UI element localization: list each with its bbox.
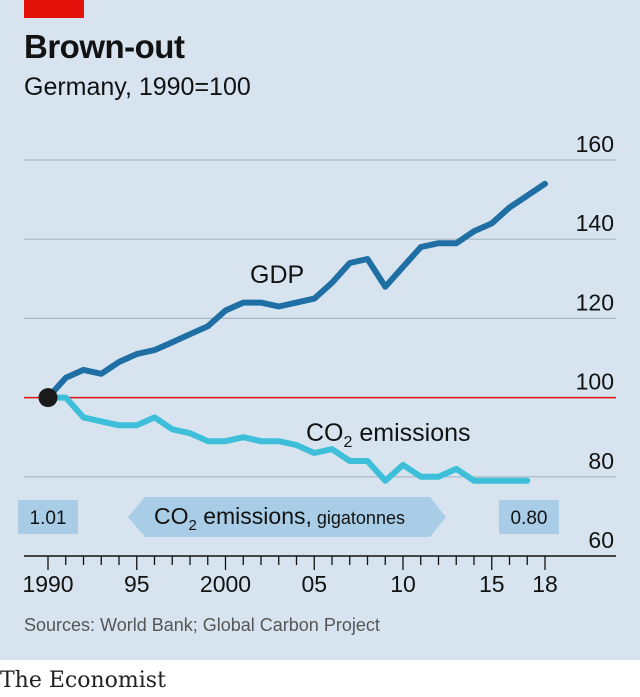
series-label-gdp: GDP bbox=[250, 261, 304, 289]
y-tick-label-100: 100 bbox=[576, 369, 614, 395]
x-tick-label-1990: 1990 bbox=[22, 571, 73, 597]
source-note: Sources: World Bank; Global Carbon Proje… bbox=[24, 615, 380, 635]
y-tick-label-160: 160 bbox=[576, 131, 614, 157]
start-value-label: 1.01 bbox=[30, 508, 67, 529]
end-value-label: 0.80 bbox=[511, 508, 548, 529]
brand-tag bbox=[24, 0, 84, 18]
x-tick-label-10: 10 bbox=[390, 571, 416, 597]
end-value-box bbox=[499, 500, 559, 534]
y-tick-label-120: 120 bbox=[576, 289, 614, 315]
emissions-arrow-label: CO2 emissions, gigatonnes bbox=[154, 503, 405, 534]
x-tick-label-15: 15 bbox=[479, 571, 505, 597]
chart-panel bbox=[0, 0, 640, 660]
series-label-co2: CO2 emissions bbox=[306, 419, 471, 451]
start-point-marker bbox=[38, 388, 58, 408]
publisher-logo: The Economist bbox=[0, 668, 166, 693]
x-tick-label-05: 05 bbox=[301, 571, 327, 597]
chart-subtitle: Germany, 1990=100 bbox=[24, 73, 251, 101]
start-value-box bbox=[18, 500, 78, 534]
gdp-line bbox=[45, 180, 548, 401]
x-tick-label-18: 18 bbox=[532, 571, 558, 597]
y-tick-label-60: 60 bbox=[588, 527, 614, 553]
x-tick-label-95: 95 bbox=[124, 571, 150, 597]
chart-title: Brown-out bbox=[24, 28, 185, 65]
y-tick-label-140: 140 bbox=[576, 210, 614, 236]
co2-line bbox=[45, 394, 531, 484]
y-tick-label-80: 80 bbox=[588, 448, 614, 474]
emissions-arrow-box bbox=[128, 497, 446, 537]
x-tick-label-2000: 2000 bbox=[200, 571, 251, 597]
